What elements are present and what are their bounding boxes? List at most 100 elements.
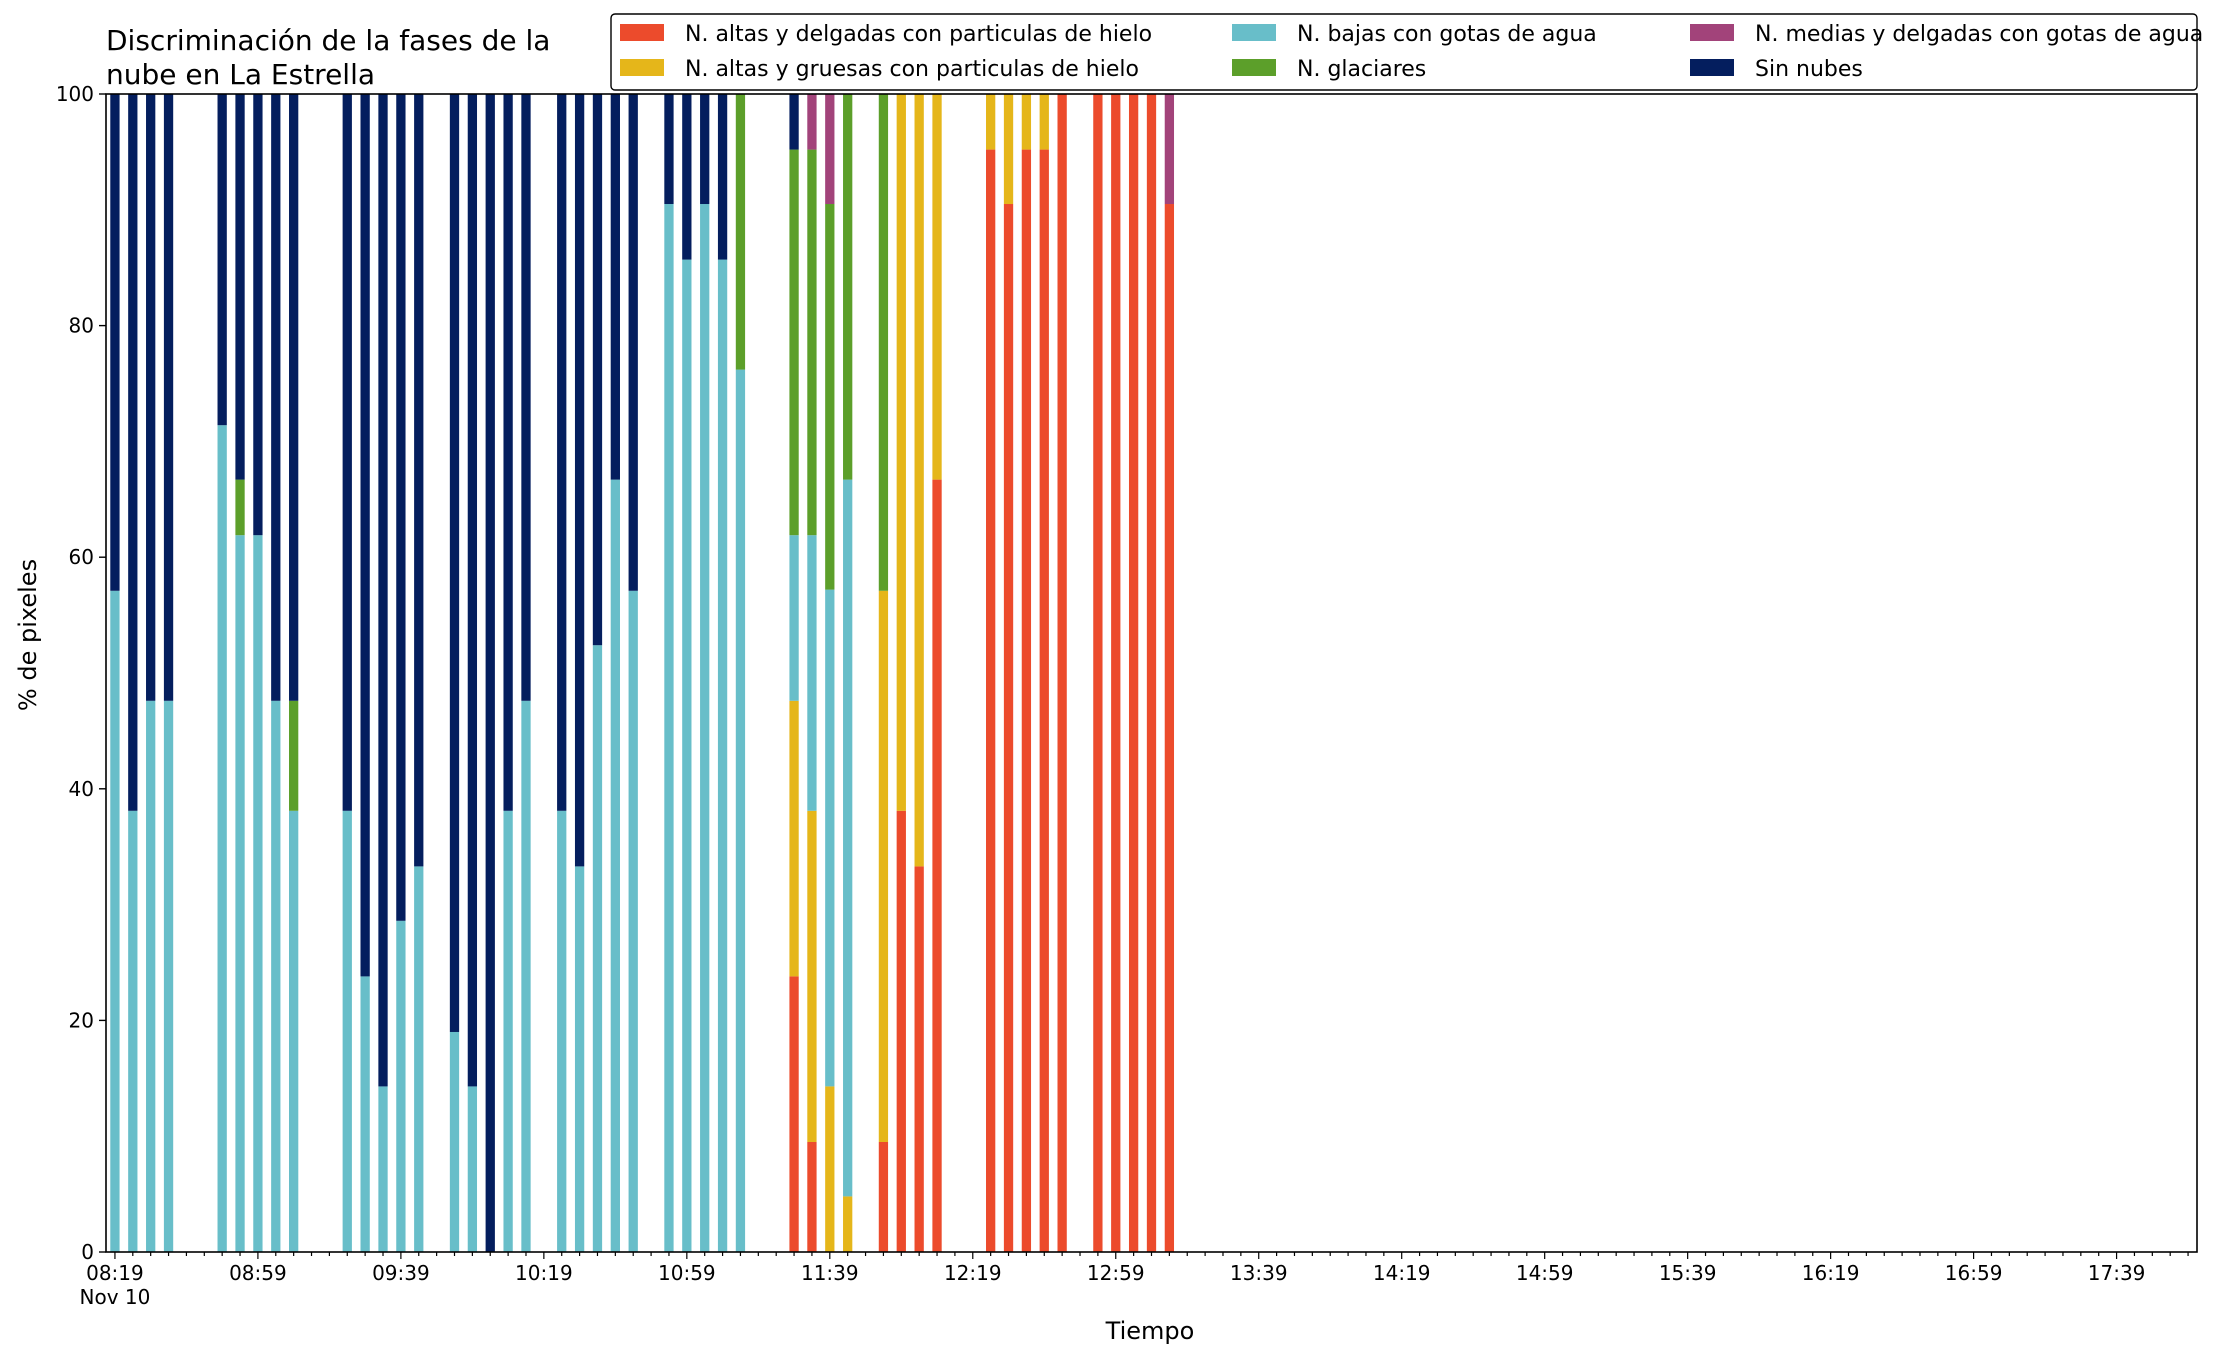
bar-segment [467,94,478,1087]
y-axis-label: % de pixeles [14,559,42,711]
bar-segment [1093,94,1103,1252]
bar-segment [396,920,406,1252]
bar-segment [878,590,889,1142]
bar-segment [1039,149,1049,1253]
bar-segment [610,94,620,480]
bar-segment [289,700,299,811]
bar-segment [503,94,513,811]
bar-segment [807,94,817,150]
bar-segment [682,94,692,260]
bar-segment [271,700,281,1252]
bar-segment [217,94,227,426]
legend-swatch [620,59,664,76]
bar-segment [1003,94,1014,205]
x-tick-label-line: 10:59 [658,1261,716,1285]
chart-title: Discriminación de la fases de la nube en … [106,24,550,91]
x-tick-label: 17:39 [2088,1261,2146,1285]
bar-segment [914,866,924,1252]
bar-segment [610,479,620,1252]
x-tick-label: 13:39 [1230,1261,1288,1285]
x-tick-label: 08:59 [229,1261,287,1285]
bar-segment [807,1141,817,1252]
bar-segment [717,94,728,260]
x-tick-label: 08:19 Nov 10 [80,1261,151,1309]
bar-segment [843,1196,853,1252]
bar-segment [789,94,799,150]
x-tick-label-line: 14:19 [1373,1261,1431,1285]
bar-segment [807,149,817,536]
bar-segment [825,1086,835,1252]
bar-segment [521,700,531,1252]
x-tick-label: 14:19 [1373,1261,1431,1285]
bar-segment [1146,94,1157,1252]
x-tick-label-line: 08:59 [229,1261,287,1285]
x-tick-label: 11:39 [801,1261,859,1285]
bar-segment [163,700,174,1252]
bar-segment [896,810,906,1252]
chart-title-line: Discriminación de la fases de la [106,24,550,57]
bar-segment [289,94,299,701]
legend-label: N. medias y delgadas con gotas de agua [1755,22,2203,47]
bar-segment [557,810,567,1252]
bar-segment [414,94,424,867]
x-tick-label-line: 15:39 [1659,1261,1717,1285]
bar-segment [825,204,835,590]
bar-segment [914,94,924,867]
bar-segment [843,94,853,480]
bar-segment [789,700,799,977]
y-tick-label: 60 [69,545,94,569]
bar-segment [235,479,245,536]
bar-segment [253,535,263,1252]
bar-segment [1111,94,1121,1252]
x-tick-label-line: 09:39 [372,1261,430,1285]
bar-segment [271,94,281,701]
x-tick-label-line: 16:59 [1945,1261,2003,1285]
x-tick-label: 12:59 [1087,1261,1145,1285]
bar-segment [235,535,245,1252]
bar-segment [289,810,299,1252]
bar-segment [467,1086,478,1252]
bar-segment [932,479,942,1252]
legend-swatch [1690,59,1734,76]
plot-frame [105,93,2198,1253]
axis-ticks: 0 20 40 60 80 100 08:19 Nov 10 08:59 09:39 10:19 10… [56,82,2189,1309]
bar-segment [146,700,156,1252]
x-tick-label-line: 11:39 [801,1261,859,1285]
bar-segment [503,810,513,1252]
bar-segment [110,94,120,591]
bar-segment [557,94,567,811]
x-tick-label: 15:39 [1659,1261,1717,1285]
bar-segment [878,94,889,591]
x-tick-label-line: Nov 10 [80,1285,151,1309]
x-tick-label: 09:39 [372,1261,430,1285]
bar-segment [396,94,406,921]
x-tick-label-line: 08:19 [86,1261,144,1285]
bar-segment [1128,94,1139,1252]
bar-segment [628,94,638,591]
legend-swatch [1232,59,1276,76]
bar-segment [342,810,352,1252]
bar-segment [146,94,156,701]
bar-segment [360,976,370,1252]
bar-segment [700,94,710,205]
y-tick-label: 40 [69,777,94,801]
x-tick-label: 14:59 [1516,1261,1574,1285]
bar-segment [163,94,174,701]
bar-segment [825,94,835,205]
y-tick-label: 80 [69,314,94,338]
bar-segment [414,866,424,1252]
bars-layer [110,94,1175,1253]
bar-segment [843,479,853,1197]
legend-frame [610,13,2198,91]
bar-segment [449,1031,460,1252]
legend: N. altas y delgadas con particulas de hi… [610,13,2203,91]
bar-segment [664,204,674,1252]
bar-segment [110,590,120,1252]
bar-segment [521,94,531,701]
x-tick-label: 16:19 [1802,1261,1860,1285]
bar-segment [1164,94,1175,205]
x-axis-label: Tiempo [1105,1317,1195,1345]
legend-label: N. altas y delgadas con particulas de hi… [685,22,1152,47]
bar-segment [1039,94,1049,150]
